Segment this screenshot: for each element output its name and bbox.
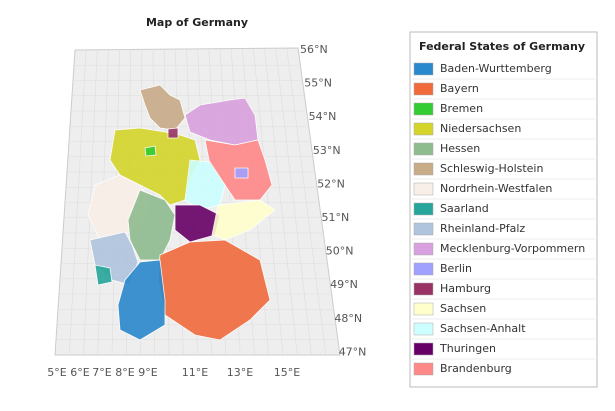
legend-label: Brandenburg — [440, 362, 512, 375]
longitude-label: 7°E — [92, 366, 111, 379]
grid-line — [83, 48, 98, 356]
grid-line — [253, 48, 284, 356]
latitude-label: 54°N — [309, 110, 337, 123]
legend-swatch — [413, 222, 434, 236]
longitude-label: 11°E — [182, 366, 208, 379]
map-title: Map of Germany — [146, 16, 248, 29]
state-shape — [139, 84, 186, 131]
longitude-label: 13°E — [227, 366, 253, 379]
legend-label: Sachsen-Anhalt — [440, 322, 526, 335]
state-shape — [167, 127, 179, 139]
longitude-label: 6°E — [70, 366, 89, 379]
state-shape — [211, 199, 276, 241]
latitude-label: 50°N — [326, 245, 354, 258]
latitude-label: 56°N — [300, 43, 328, 56]
legend-label: Bremen — [440, 102, 483, 115]
legend-label: Sachsen — [440, 302, 486, 315]
legend-box — [409, 31, 598, 388]
legend-swatch — [413, 202, 434, 216]
grid-line — [68, 48, 87, 356]
legend-swatch — [413, 142, 434, 156]
legend-label: Hamburg — [440, 282, 491, 295]
latitude-label: 55°N — [304, 77, 332, 90]
legend-label: Nordrhein-Westfalen — [440, 182, 552, 195]
legend-swatch — [413, 262, 434, 276]
legend-label: Niedersachsen — [440, 122, 521, 135]
longitude-label: 15°E — [274, 366, 300, 379]
legend-label: Baden-Wurttemberg — [440, 62, 552, 75]
legend-swatch — [413, 102, 434, 116]
state-shape — [117, 259, 166, 341]
longitude-label: 8°E — [115, 366, 134, 379]
state-shape — [144, 145, 157, 157]
state-shape — [234, 167, 249, 179]
legend-swatch — [413, 62, 434, 76]
legend-swatch — [413, 242, 434, 256]
state-shape — [94, 264, 113, 286]
legend-swatch — [413, 302, 434, 316]
grid-line — [275, 48, 312, 356]
latitude-label: 47°N — [339, 345, 367, 358]
legend-label: Mecklenburg-Vorpommern — [440, 242, 585, 255]
latitude-label: 49°N — [330, 278, 358, 291]
legend-label: Saarland — [440, 202, 489, 215]
longitude-label: 9°E — [138, 366, 157, 379]
legend-swatch — [413, 322, 434, 336]
legend-swatch — [413, 182, 434, 196]
longitude-label: 5°E — [47, 366, 66, 379]
latitude-label: 48°N — [334, 312, 362, 325]
legend-swatch — [413, 282, 434, 296]
state-shape — [184, 97, 259, 146]
latitude-label: 52°N — [317, 177, 345, 190]
legend-swatch — [413, 162, 434, 176]
legend-swatch — [413, 362, 434, 376]
legend-label: Thuringen — [439, 342, 496, 355]
grid-line — [264, 48, 298, 356]
latitude-label: 51°N — [322, 211, 350, 224]
grid-line — [286, 48, 327, 356]
legend-swatch — [413, 82, 434, 96]
legend-label: Bayern — [440, 82, 479, 95]
latitude-label: 53°N — [313, 144, 341, 157]
legend-title: Federal States of Germany — [419, 40, 585, 53]
legend-swatch — [413, 122, 434, 136]
legend-swatch — [413, 342, 434, 356]
legend-label: Rheinland-Pfalz — [440, 222, 525, 235]
legend-label: Hessen — [440, 142, 480, 155]
legend-label: Schleswig-Holstein — [440, 162, 543, 175]
legend-label: Berlin — [440, 262, 472, 275]
